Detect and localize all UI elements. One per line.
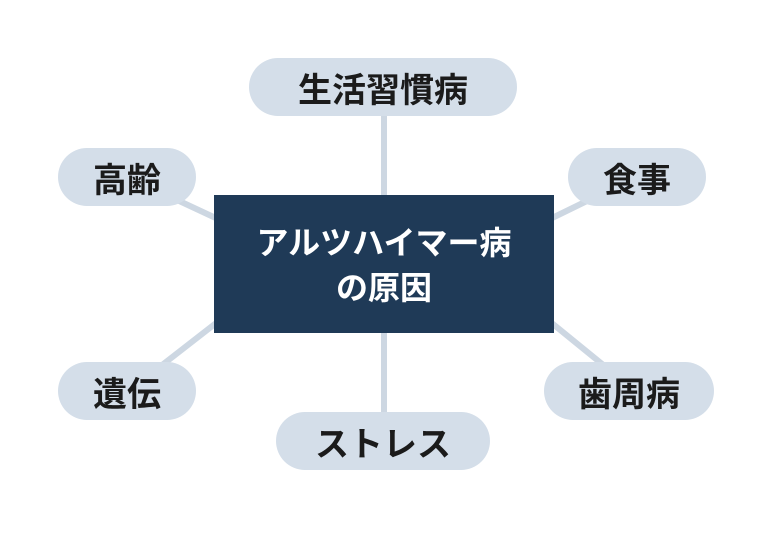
node-label: 高齢 — [93, 153, 161, 202]
center-line-2: の原因 — [336, 264, 432, 309]
node-stress: ストレス — [276, 412, 490, 470]
node-aging: 高齢 — [58, 148, 196, 206]
center-topic-box: アルツハイマー病 の原因 — [214, 195, 554, 333]
diagram-canvas: アルツハイマー病 の原因 生活習慣病 高齢 食事 遺伝 歯周病 ストレス — [0, 0, 768, 543]
node-label: 生活習慣病 — [298, 63, 468, 112]
node-lifestyle-disease: 生活習慣病 — [249, 58, 517, 116]
node-label: ストレス — [315, 417, 451, 466]
node-label: 遺伝 — [93, 367, 161, 416]
node-diet: 食事 — [568, 148, 706, 206]
node-label: 歯周病 — [578, 367, 680, 416]
node-periodontal-disease: 歯周病 — [544, 362, 714, 420]
node-label: 食事 — [603, 153, 671, 202]
node-heredity: 遺伝 — [58, 362, 196, 420]
center-line-1: アルツハイマー病 — [256, 219, 511, 264]
